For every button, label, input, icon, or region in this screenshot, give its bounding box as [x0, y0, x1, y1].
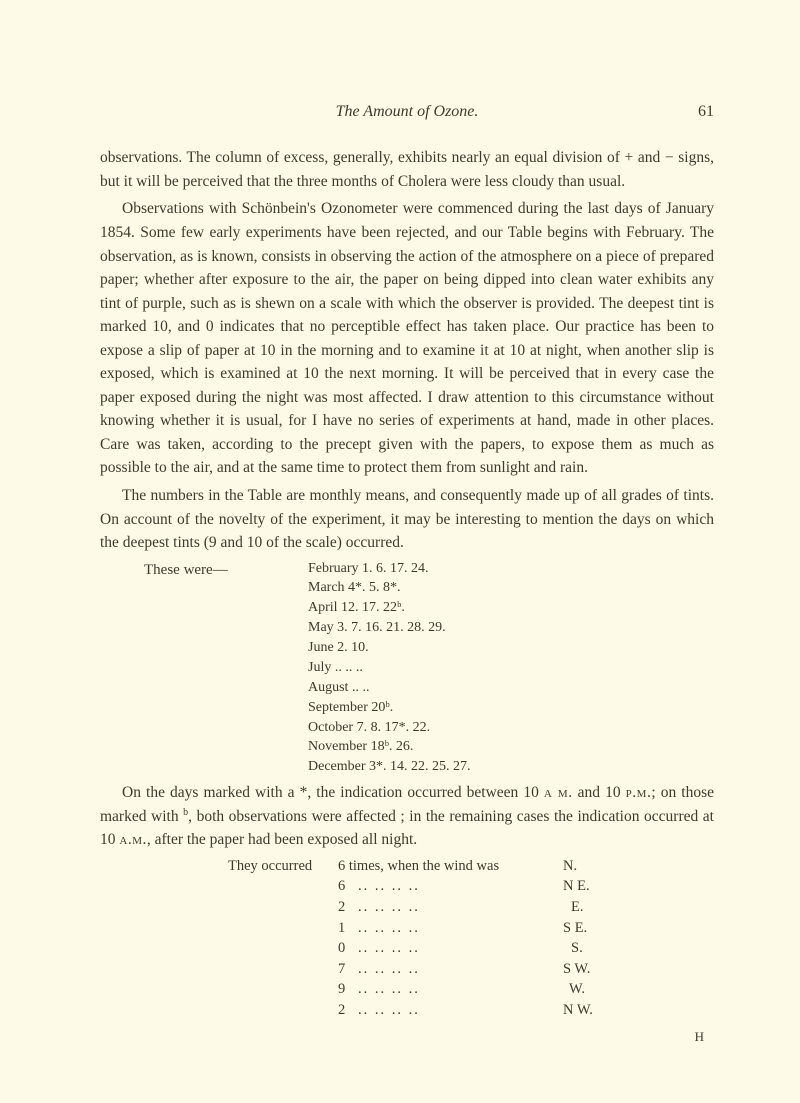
wind-dots: .. .. .. .. [358, 918, 563, 939]
wind-dir-4: S. [563, 938, 619, 959]
wind-spacer [222, 959, 338, 980]
footer-signature: H [100, 1027, 714, 1047]
page-header: The Amount of Ozone. 61 [100, 100, 714, 124]
wind-dots: .. .. .. .. [358, 897, 563, 918]
date-dec: December 3*. 14. 22. 25. 27. [308, 757, 471, 777]
date-mar: March 4*. 5. 8*. [308, 578, 471, 598]
dates-list: February 1. 6. 17. 24. March 4*. 5. 8*. … [308, 559, 471, 778]
wind-row: 2 .. .. .. .. E. [222, 897, 714, 918]
wind-spacer [222, 897, 338, 918]
wind-count-3: 1 [338, 918, 358, 939]
dates-block: These were— February 1. 6. 17. 24. March… [100, 559, 714, 778]
paragraph-1: observations. The column of excess, gene… [100, 146, 714, 193]
wind-row-first: They occurred 6 times, when the wind was… [222, 856, 714, 877]
wind-dir-7: N W. [563, 1000, 611, 1021]
p4-am: a m. [544, 784, 573, 801]
date-nov: November 18ᵇ. 26. [308, 737, 471, 757]
date-apr: April 12. 17. 22ᵇ. [308, 598, 471, 618]
wind-dir-1: N E. [563, 876, 611, 897]
wind-spacer [222, 876, 338, 897]
page-container: The Amount of Ozone. 61 observations. Th… [0, 0, 800, 1086]
wind-count-1: 6 [338, 876, 358, 897]
p4-text-5: , after the paper had been exposed all n… [147, 831, 417, 848]
page-number: 61 [698, 100, 714, 124]
paragraph-2: Observations with Schönbein's Ozonometer… [100, 197, 714, 480]
wind-spacer [222, 1000, 338, 1021]
wind-dots: .. .. .. .. [358, 979, 563, 1000]
header-title: The Amount of Ozone. [336, 100, 479, 124]
date-jul: July .. .. .. [308, 658, 471, 678]
wind-row: 9 .. .. .. .. W. [222, 979, 714, 1000]
date-aug: August .. .. [308, 678, 471, 698]
wind-intro: They occurred [222, 856, 338, 877]
wind-row: 1 .. .. .. .. S E. [222, 918, 714, 939]
wind-count-7: 2 [338, 1000, 358, 1021]
wind-dots: .. .. .. .. [358, 938, 563, 959]
wind-dir-6: W. [563, 979, 617, 1000]
wind-count-5: 7 [338, 959, 358, 980]
p4-text-1: On the days marked with a *, the indicat… [122, 784, 544, 801]
wind-spacer [222, 938, 338, 959]
wind-dots: .. .. .. .. [358, 876, 563, 897]
date-oct: October 7. 8. 17*. 22. [308, 718, 471, 738]
wind-first-text: 6 times, when the wind was [338, 856, 563, 877]
wind-spacer [222, 979, 338, 1000]
wind-table: They occurred 6 times, when the wind was… [222, 856, 714, 1021]
wind-spacer [222, 918, 338, 939]
p4-text-2: and 10 [573, 784, 626, 801]
wind-dir-5: S W. [563, 959, 611, 980]
p4-pm: p.m. [626, 784, 652, 801]
p4-am2: a.m. [119, 831, 146, 848]
wind-dots: .. .. .. .. [358, 1000, 563, 1021]
date-feb: February 1. 6. 17. 24. [308, 559, 471, 579]
wind-row: 0 .. .. .. .. S. [222, 938, 714, 959]
wind-dir-3: S E. [563, 918, 611, 939]
wind-count-4: 0 [338, 938, 358, 959]
wind-count-6: 9 [338, 979, 358, 1000]
paragraph-3: The numbers in the Table are monthly mea… [100, 484, 714, 555]
wind-dir-0: N. [563, 856, 611, 877]
date-jun: June 2. 10. [308, 638, 471, 658]
date-may: May 3. 7. 16. 21. 28. 29. [308, 618, 471, 638]
wind-row: 7 .. .. .. .. S W. [222, 959, 714, 980]
wind-row: 2 .. .. .. .. N W. [222, 1000, 714, 1021]
paragraph-4: On the days marked with a *, the indicat… [100, 781, 714, 852]
wind-row: 6 .. .. .. .. N E. [222, 876, 714, 897]
these-were-label: These were— [100, 559, 308, 778]
wind-count-2: 2 [338, 897, 358, 918]
date-sep: September 20ᵇ. [308, 698, 471, 718]
wind-dots: .. .. .. .. [358, 959, 563, 980]
wind-dir-2: E. [563, 897, 619, 918]
